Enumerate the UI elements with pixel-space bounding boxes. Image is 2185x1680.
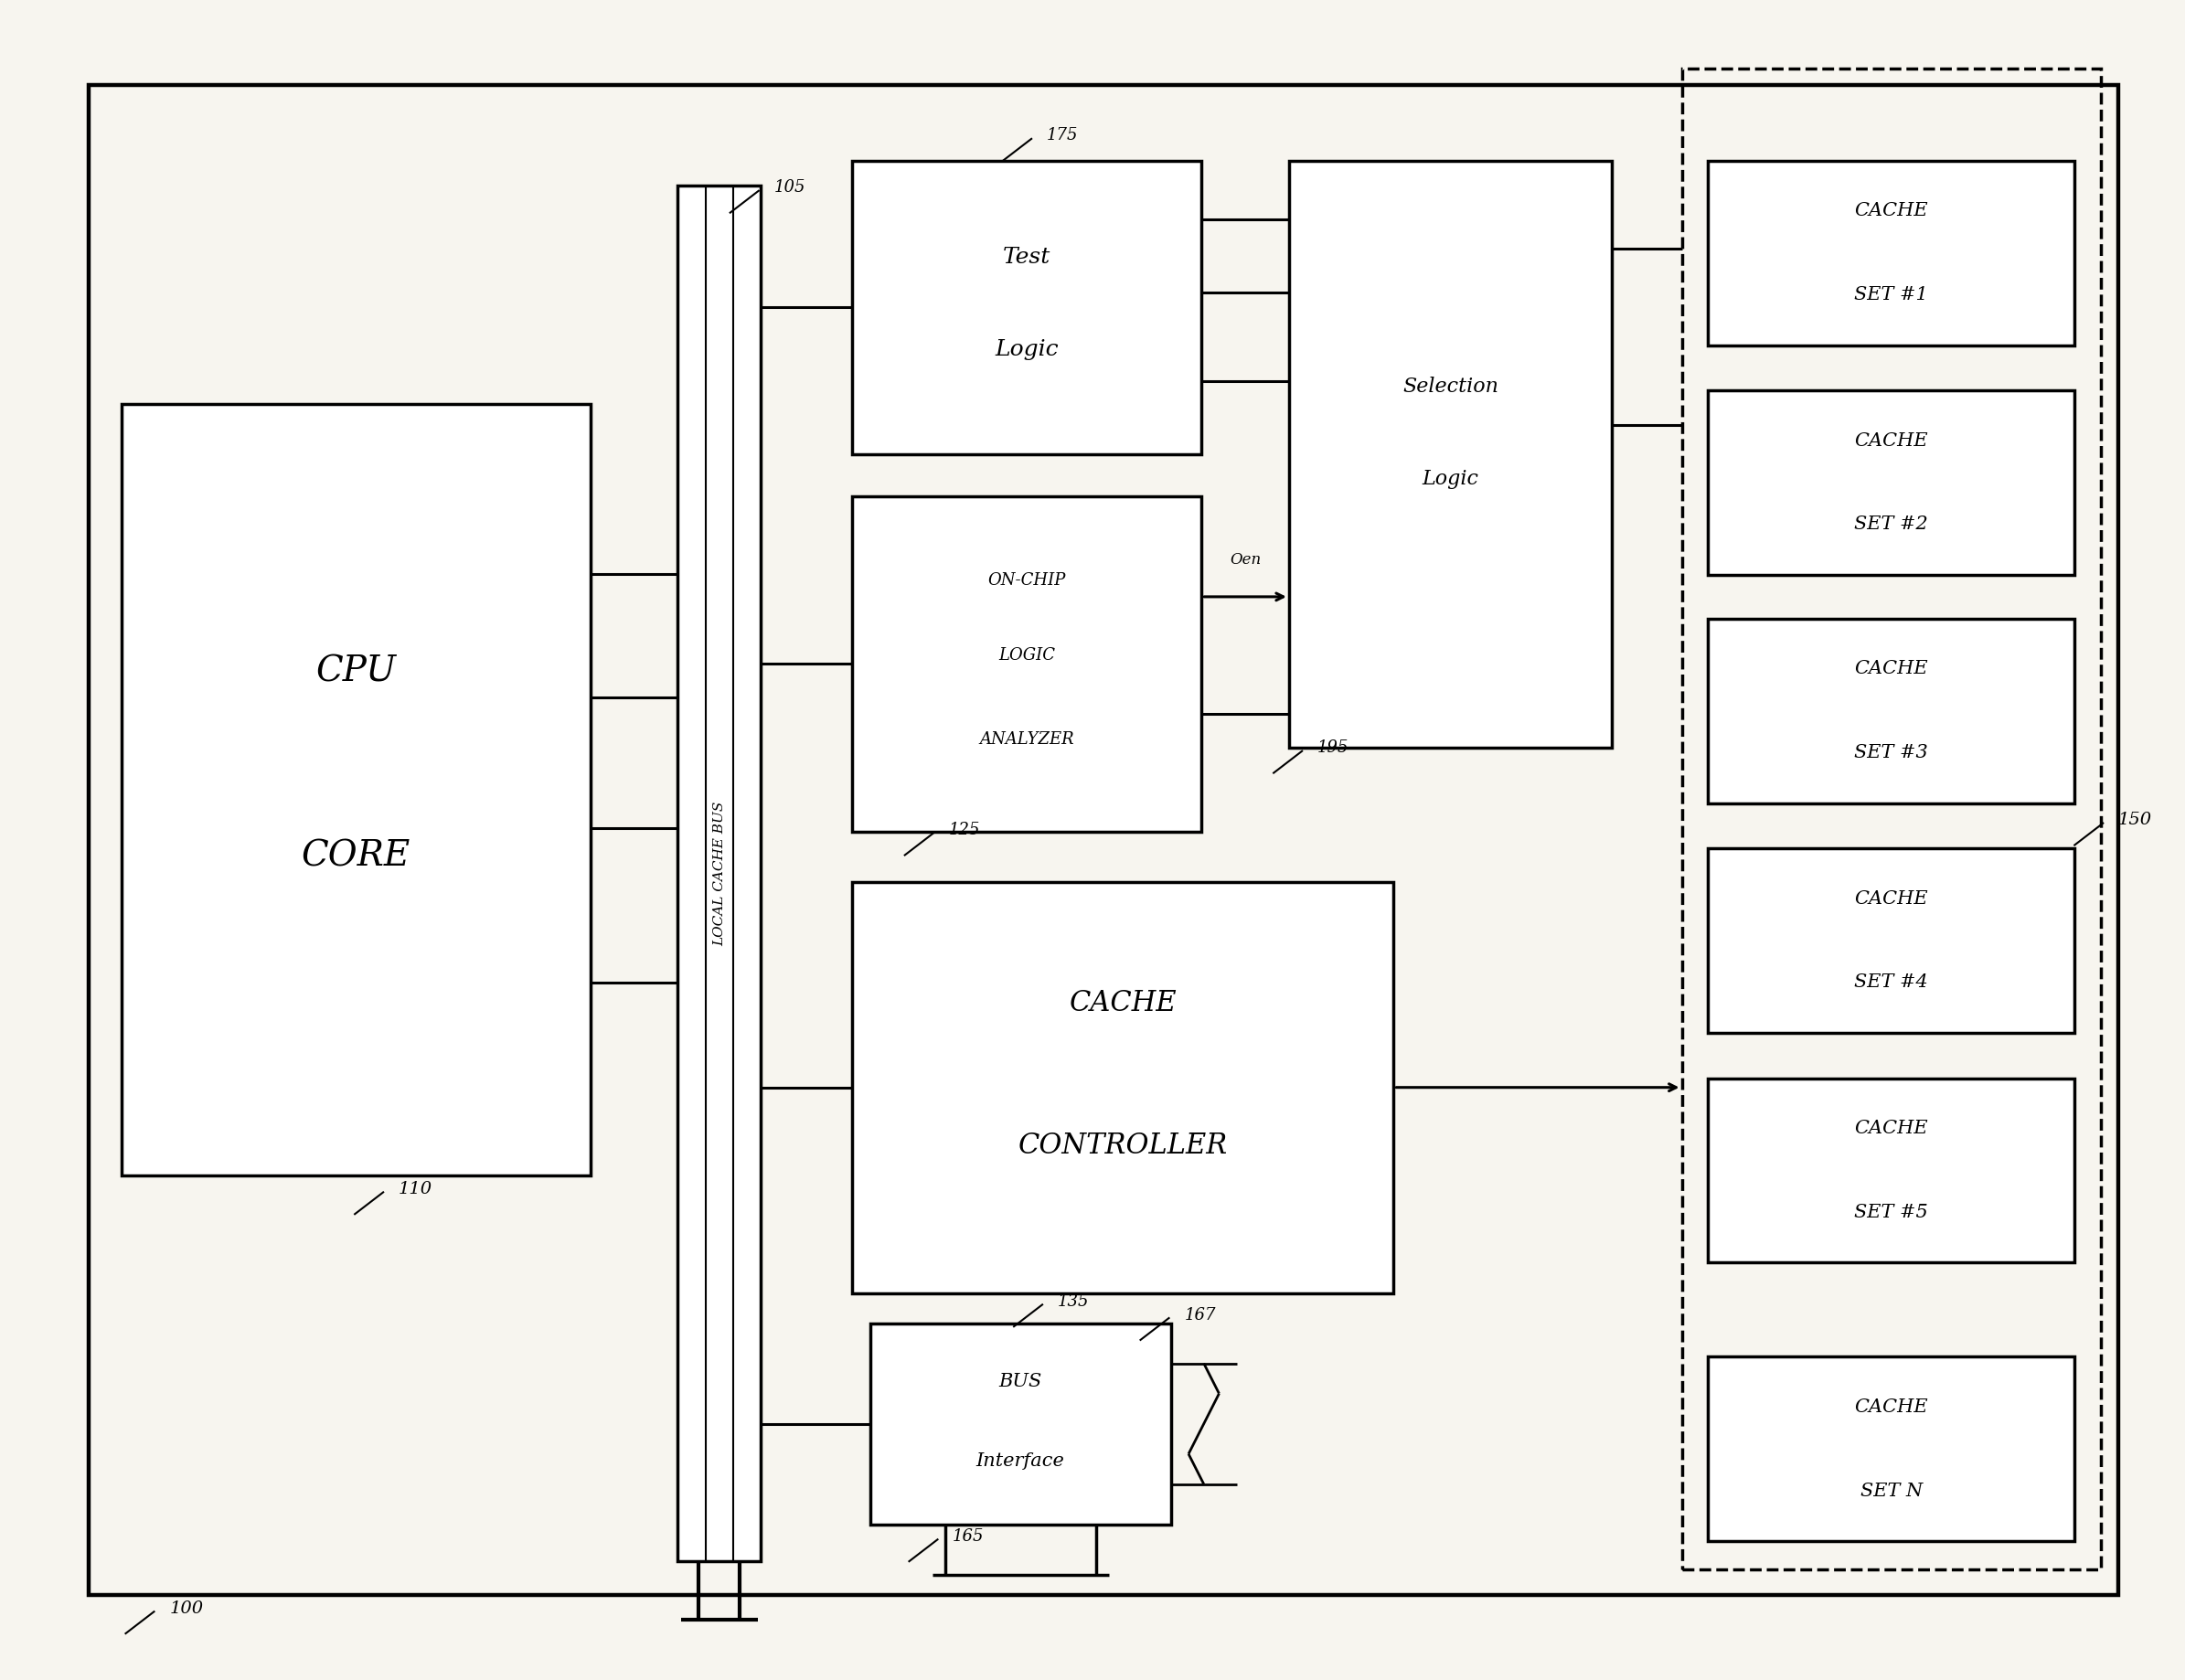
Text: CACHE: CACHE <box>1855 660 1927 677</box>
Text: CACHE: CACHE <box>1855 890 1927 907</box>
Text: 135: 135 <box>1058 1294 1088 1310</box>
Bar <box>1709 1079 2074 1263</box>
Text: 167: 167 <box>1184 1307 1215 1324</box>
Bar <box>1709 618 2074 803</box>
Text: Interface: Interface <box>977 1452 1064 1470</box>
Bar <box>677 186 760 1561</box>
Text: CACHE: CACHE <box>1855 202 1927 220</box>
Bar <box>1289 161 1613 748</box>
Text: 125: 125 <box>948 822 981 838</box>
Text: SET #5: SET #5 <box>1855 1203 1927 1221</box>
Text: CORE: CORE <box>302 840 411 874</box>
Text: SET N: SET N <box>1859 1482 1923 1500</box>
Bar <box>852 161 1202 454</box>
Text: LOCAL CACHE BUS: LOCAL CACHE BUS <box>712 801 725 946</box>
Text: 175: 175 <box>1047 128 1077 144</box>
Bar <box>122 403 590 1176</box>
Text: CONTROLLER: CONTROLLER <box>1018 1132 1228 1161</box>
Text: Logic: Logic <box>994 339 1060 360</box>
Text: 165: 165 <box>953 1529 985 1544</box>
Text: 150: 150 <box>2117 811 2152 828</box>
Text: CACHE: CACHE <box>1855 1398 1927 1416</box>
Text: Oen: Oen <box>1230 553 1261 568</box>
Text: ON-CHIP: ON-CHIP <box>988 571 1066 588</box>
Text: ANALYZER: ANALYZER <box>979 731 1075 748</box>
Text: BUS: BUS <box>999 1373 1042 1391</box>
Text: Selection: Selection <box>1403 376 1499 396</box>
Text: CACHE: CACHE <box>1855 1121 1927 1137</box>
Text: SET #1: SET #1 <box>1855 286 1927 304</box>
Text: SET #3: SET #3 <box>1855 744 1927 761</box>
Bar <box>1709 161 2074 344</box>
Text: 195: 195 <box>1318 739 1348 756</box>
Bar <box>1709 848 2074 1033</box>
Bar <box>852 882 1394 1294</box>
Text: 110: 110 <box>398 1181 433 1198</box>
Text: CPU: CPU <box>315 655 395 689</box>
Text: 105: 105 <box>773 180 806 197</box>
Text: SET #4: SET #4 <box>1855 974 1927 991</box>
Bar <box>1682 69 2100 1569</box>
Text: Logic: Logic <box>1422 469 1479 489</box>
Bar <box>870 1324 1171 1524</box>
Bar <box>1709 1357 2074 1541</box>
Bar <box>1709 390 2074 575</box>
Text: LOGIC: LOGIC <box>999 647 1055 664</box>
Text: CACHE: CACHE <box>1068 990 1178 1018</box>
Bar <box>852 496 1202 832</box>
Text: 100: 100 <box>168 1601 203 1616</box>
Text: SET #2: SET #2 <box>1855 516 1927 533</box>
Text: CACHE: CACHE <box>1855 432 1927 450</box>
Text: Test: Test <box>1003 247 1051 267</box>
